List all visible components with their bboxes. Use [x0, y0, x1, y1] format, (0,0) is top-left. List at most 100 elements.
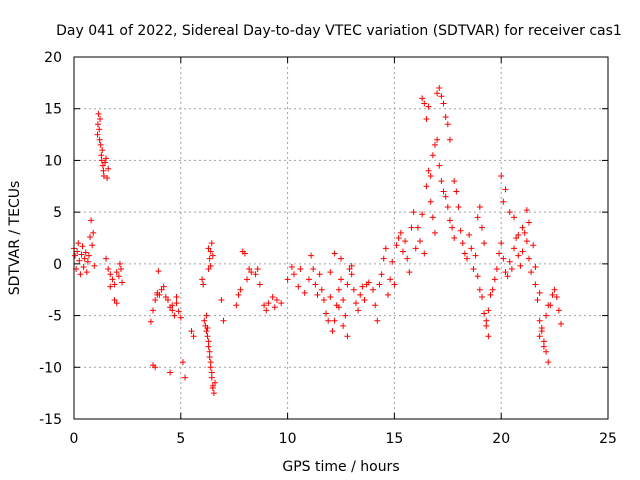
data-point — [209, 252, 216, 259]
data-point — [370, 286, 377, 293]
data-point — [493, 266, 500, 273]
data-point — [207, 262, 214, 269]
data-point — [167, 369, 174, 376]
data-point — [182, 374, 189, 381]
data-point — [87, 233, 94, 240]
data-point — [391, 281, 398, 288]
data-point — [355, 307, 362, 314]
data-point — [344, 281, 351, 288]
data-point — [177, 314, 184, 321]
data-point — [152, 364, 159, 371]
chart-title: Day 041 of 2022, Sidereal Day-to-day VTE… — [56, 23, 622, 39]
data-point — [206, 348, 213, 355]
y-tick-label: -10 — [39, 360, 62, 376]
data-point — [218, 297, 225, 304]
data-point — [97, 116, 104, 123]
data-point — [261, 302, 268, 309]
data-point — [173, 293, 180, 300]
data-point — [171, 312, 178, 319]
data-point — [147, 318, 154, 325]
data-point — [82, 249, 89, 256]
data-point — [201, 317, 208, 324]
data-point — [119, 279, 126, 286]
data-point — [412, 245, 419, 252]
data-point — [414, 224, 421, 231]
data-point — [301, 289, 308, 296]
data-point — [269, 293, 276, 300]
data-point — [169, 302, 176, 309]
data-point — [374, 317, 381, 324]
grid-lines — [74, 57, 608, 419]
data-point — [515, 252, 522, 259]
data-point — [382, 245, 389, 252]
y-tick-label: 20 — [44, 50, 62, 66]
data-point — [402, 238, 409, 245]
data-point — [485, 333, 492, 340]
data-point — [540, 343, 547, 350]
data-point — [525, 255, 532, 262]
data-point — [297, 266, 304, 273]
data-point — [103, 255, 110, 262]
data-point — [312, 281, 319, 288]
data-point — [429, 152, 436, 159]
data-point — [107, 271, 114, 278]
data-point — [152, 297, 159, 304]
y-tick-label: 5 — [53, 205, 62, 221]
data-point — [263, 307, 270, 314]
data-point — [169, 307, 176, 314]
data-point — [530, 242, 537, 249]
data-point — [532, 281, 539, 288]
data-point — [451, 235, 458, 241]
data-point — [500, 255, 507, 262]
y-tick-label: -15 — [39, 412, 62, 428]
data-point — [207, 248, 214, 255]
data-point — [209, 382, 216, 389]
data-point — [461, 250, 468, 257]
data-point — [327, 269, 334, 276]
data-point — [95, 110, 102, 117]
data-point — [284, 276, 291, 283]
data-point — [517, 262, 524, 269]
data-point — [160, 283, 167, 290]
data-point — [89, 242, 96, 249]
data-point — [543, 348, 550, 355]
data-point — [558, 320, 565, 327]
data-point — [399, 248, 406, 255]
x-tick-label: 5 — [176, 431, 185, 447]
data-point — [397, 229, 404, 236]
data-point — [316, 271, 323, 278]
data-point — [534, 297, 541, 304]
data-point — [325, 317, 332, 324]
data-point — [553, 293, 560, 300]
data-point — [406, 269, 413, 276]
data-point — [254, 266, 261, 273]
data-point — [408, 224, 415, 231]
data-point — [519, 248, 526, 255]
data-point — [359, 283, 366, 290]
data-point — [97, 141, 104, 148]
data-point — [425, 167, 432, 174]
data-point — [116, 260, 123, 267]
data-point — [113, 300, 120, 307]
data-point — [291, 271, 298, 278]
data-point — [81, 255, 88, 262]
data-point — [436, 162, 443, 169]
data-point — [210, 390, 217, 397]
data-point — [335, 286, 342, 293]
data-point — [545, 359, 552, 366]
data-point — [502, 186, 509, 193]
data-point — [205, 343, 212, 350]
data-point — [348, 271, 355, 278]
data-point — [491, 276, 498, 283]
data-point — [352, 300, 359, 307]
data-point — [423, 183, 430, 190]
data-point — [318, 286, 325, 293]
data-point — [175, 308, 182, 315]
data-point — [459, 240, 466, 247]
data-point — [314, 291, 321, 298]
data-point — [162, 293, 169, 300]
data-point — [338, 255, 344, 262]
x-axis-label: GPS time / hours — [282, 459, 399, 475]
data-point — [200, 281, 207, 288]
